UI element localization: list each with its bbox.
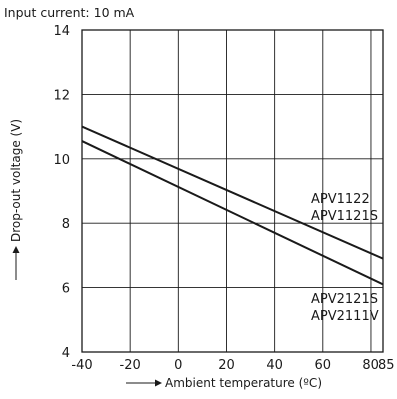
x-tick-label: -20 (120, 358, 141, 373)
y-axis-label: Drop-out voltage (V) (9, 119, 23, 242)
x-tick-label: 20 (218, 358, 235, 373)
series-annotation: APV1122 (311, 192, 370, 207)
plot-frame (81, 29, 384, 353)
y-axis-label-group: Drop-out voltage (V) (9, 119, 23, 280)
x-tick-label: 60 (315, 358, 332, 373)
axis-ticks: -40 -20 0 20 40 60 80 85 4 6 8 10 12 14 (53, 24, 394, 373)
y-tick-label: 10 (53, 153, 70, 168)
series-lines (81, 125, 384, 286)
x-axis-arrow-head (155, 379, 162, 387)
y-tick-label: 14 (53, 24, 70, 39)
grid (82, 30, 383, 352)
series-line-1 (81, 125, 384, 260)
y-tick-label: 6 (62, 282, 70, 297)
x-tick-label: 0 (174, 358, 182, 373)
chart-title: Input current: 10 mA (4, 5, 135, 20)
series-annotation: APV2111V (311, 309, 379, 324)
x-tick-label: -40 (71, 358, 92, 373)
x-tick-label: 40 (266, 358, 283, 373)
x-tick-label: 85 (378, 358, 395, 373)
series-annotation: APV1121S (311, 209, 378, 224)
series-line-2 (81, 140, 384, 286)
x-axis-label-group: Ambient temperature (ºC) (126, 376, 322, 390)
y-axis-arrow-head (12, 246, 20, 253)
y-tick-label: 8 (62, 217, 70, 232)
x-tick-label: 80 (362, 358, 379, 373)
y-tick-label: 12 (53, 88, 70, 103)
y-tick-label: 4 (62, 346, 70, 361)
series-annotation: APV2121S (311, 292, 378, 307)
x-axis-label: Ambient temperature (ºC) (165, 376, 322, 390)
series-annotations: APV1122 APV1121S APV2121S APV2111V (311, 192, 379, 324)
